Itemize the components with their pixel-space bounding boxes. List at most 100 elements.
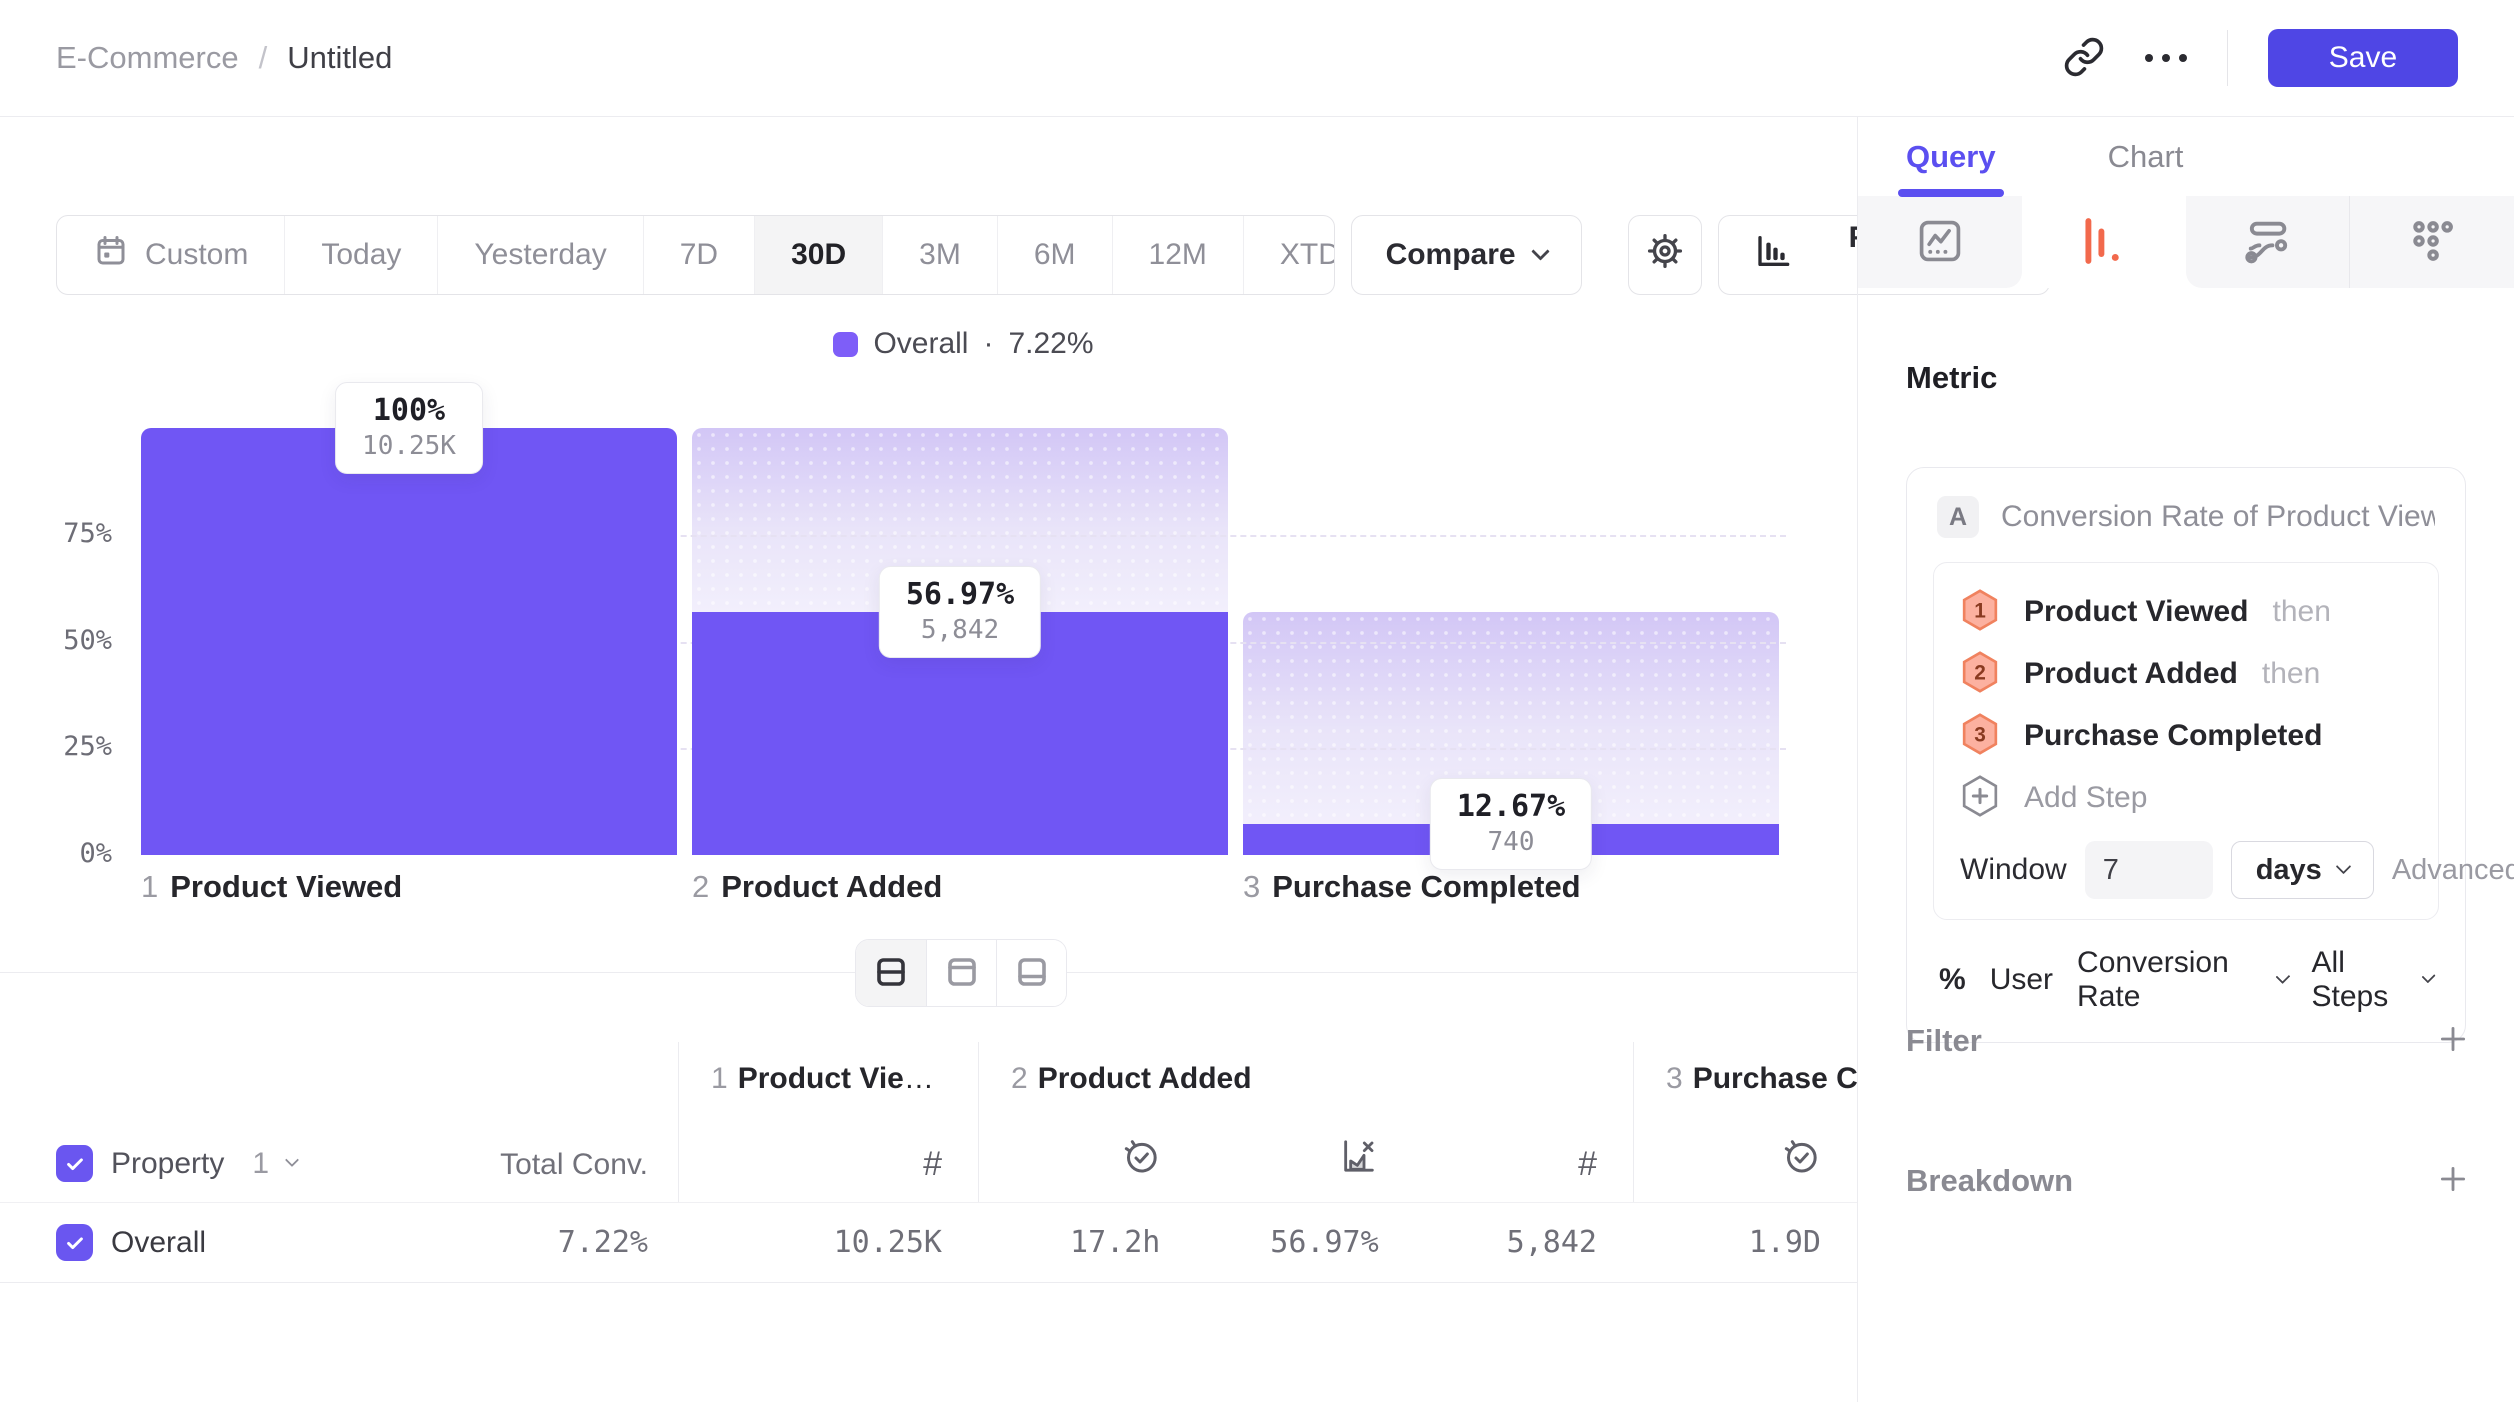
- save-button[interactable]: Save: [2268, 29, 2458, 87]
- filter-section-title: Filter: [1906, 1022, 1982, 1058]
- more-options-button[interactable]: [2145, 54, 2187, 62]
- bar-count: 10.25K: [362, 431, 456, 461]
- panel-tabs: Query Chart: [1858, 117, 2514, 197]
- window-unit-label: days: [2255, 853, 2322, 886]
- row-step2-count: 5,842: [1506, 1225, 1597, 1260]
- breakdown-section: Breakdown: [1906, 1162, 2470, 1199]
- row-name: Overall: [111, 1225, 207, 1259]
- report-title[interactable]: Untitled: [287, 40, 393, 75]
- legend-separator: ·: [983, 327, 994, 360]
- date-range-today[interactable]: Today: [284, 216, 437, 294]
- column-step-number: 2: [1011, 1062, 1028, 1095]
- bar-conversion-pct: 100%: [372, 393, 446, 428]
- date-range-yesterday[interactable]: Yesterday: [437, 216, 642, 294]
- hash-icon: #: [1578, 1145, 1597, 1183]
- bar-value-label: 56.97% 5,842: [878, 565, 1042, 658]
- breadcrumb: E-Commerce / Untitled: [56, 40, 392, 76]
- ellipsis-icon: [2145, 54, 2153, 62]
- bar-segment-converted[interactable]: [141, 428, 677, 855]
- date-range-7d[interactable]: 7D: [642, 216, 754, 294]
- hash-icon: #: [923, 1145, 942, 1183]
- calendar-icon: [93, 233, 129, 277]
- chevron-down-icon: [2335, 858, 2352, 874]
- conversion-window-row: Window days Advanced: [1960, 841, 2514, 899]
- step-name: Purchase Completed: [1272, 869, 1581, 904]
- column-title: 3 Purchase Completed: [1634, 1062, 1857, 1096]
- funnel-bar-step-2[interactable]: 56.97% 5,842: [692, 428, 1228, 855]
- column-step-name: Purchase Completed: [1692, 1062, 1857, 1095]
- property-label: Property: [111, 1146, 225, 1180]
- legend-label: Overall: [873, 327, 969, 360]
- row-property-cell: Overall 7.22%: [0, 1224, 678, 1261]
- date-range-6m[interactable]: 6M: [996, 216, 1112, 294]
- date-range-label: Custom: [145, 238, 249, 271]
- chart-legend[interactable]: Overall · 7.22%: [141, 327, 1786, 361]
- chevron-down-icon: [285, 1152, 300, 1167]
- bar-value-label: 100% 10.25K: [335, 382, 483, 474]
- add-breakdown-button[interactable]: [2436, 1162, 2470, 1199]
- date-range-12m[interactable]: 12M: [1111, 216, 1243, 294]
- insights-chart-icon: [1914, 215, 1966, 270]
- flows-chart-tab[interactable]: [2185, 196, 2350, 288]
- date-range-xtd[interactable]: XTD: [1242, 216, 1334, 294]
- add-step-hexagon-icon: [1960, 774, 2000, 823]
- metric-type-label: Conversion Rate: [2077, 946, 2229, 1013]
- chart-settings-button[interactable]: [1627, 215, 1702, 295]
- window-value-input[interactable]: [2084, 841, 2213, 899]
- select-all-checkbox[interactable]: [56, 1145, 93, 1182]
- layout-chart-only-button[interactable]: [926, 940, 996, 1006]
- funnel-plot: 100% 10.25K 56.97% 5,842 12.67% 740: [141, 382, 1786, 871]
- funnel-chart-tab[interactable]: [2021, 196, 2186, 288]
- column-title: 2 Product Added: [979, 1062, 1633, 1096]
- advanced-toggle[interactable]: Advanced: [2392, 854, 2514, 887]
- layout-split-button[interactable]: [856, 940, 926, 1006]
- step-number: 1: [141, 869, 159, 904]
- conversion-rate-icon: [1339, 1136, 1379, 1184]
- funnel-step-3[interactable]: 3 Purchase Completed: [1960, 705, 2412, 767]
- date-range-30d[interactable]: 30D: [754, 216, 883, 294]
- bar-count: 740: [1487, 827, 1535, 858]
- bar-value-label: 12.67% 740: [1429, 778, 1593, 871]
- split-horizontal-icon: [873, 954, 909, 993]
- chevron-down-icon: [2275, 968, 2291, 984]
- chart-type-strip: [1858, 196, 2514, 288]
- svg-text:2: 2: [1974, 661, 1986, 684]
- metric-series-row[interactable]: A Conversion Rate of Product View...: [1937, 496, 2435, 538]
- clock-check-icon: [1781, 1136, 1821, 1184]
- tab-chart[interactable]: Chart: [2107, 138, 2184, 174]
- steps-scope-selector[interactable]: All Steps: [2312, 946, 2436, 1014]
- funnel-chart-icon: [1753, 231, 1793, 279]
- date-range-custom[interactable]: Custom: [57, 216, 284, 294]
- date-range-3m[interactable]: 3M: [882, 216, 997, 294]
- column-step-name: Product Added: [1037, 1062, 1252, 1095]
- chevron-down-icon: [2421, 968, 2436, 984]
- query-panel: Query Chart: [1857, 117, 2514, 1402]
- funnel-step-2[interactable]: 2 Product Added then: [1960, 643, 2412, 705]
- entity-selector[interactable]: User: [1989, 963, 2054, 996]
- funnel-step-1[interactable]: 1 Product Viewed then: [1960, 581, 2412, 643]
- funnel-bar-step-1[interactable]: 100% 10.25K: [141, 382, 677, 855]
- add-filter-button[interactable]: [2436, 1022, 2470, 1059]
- advanced-label: Advanced: [2391, 853, 2514, 886]
- compare-label: Compare: [1385, 238, 1516, 271]
- metric-type-selector[interactable]: Conversion Rate: [2077, 946, 2291, 1014]
- share-link-button[interactable]: [2063, 36, 2105, 81]
- compare-button[interactable]: Compare: [1350, 215, 1582, 295]
- funnel-bar-step-3[interactable]: 12.67% 740: [1243, 428, 1779, 871]
- flows-icon: [2241, 215, 2293, 270]
- tab-query[interactable]: Query: [1898, 138, 2004, 197]
- more-chart-types-tab[interactable]: [2349, 196, 2514, 288]
- table-row[interactable]: Overall 7.22% 10.25K 17.2h 56.97% 5,842 …: [0, 1203, 1857, 1283]
- bar-conversion-pct: 12.67%: [1456, 789, 1566, 825]
- insights-chart-tab[interactable]: [1858, 196, 2022, 288]
- chevron-down-icon: [1530, 241, 1550, 261]
- breadcrumb-parent[interactable]: E-Commerce: [56, 40, 239, 75]
- row-step2-avg-time: 17.2h: [1070, 1225, 1161, 1260]
- add-step-button[interactable]: Add Step: [1960, 767, 2412, 829]
- layout-table-only-button[interactable]: [996, 940, 1066, 1006]
- bar-count: 5,842: [920, 614, 1000, 645]
- series-badge: A: [1937, 496, 1979, 538]
- window-unit-select[interactable]: days: [2230, 841, 2374, 899]
- property-selector[interactable]: Property 1: [56, 1145, 300, 1182]
- row-checkbox[interactable]: [56, 1224, 93, 1261]
